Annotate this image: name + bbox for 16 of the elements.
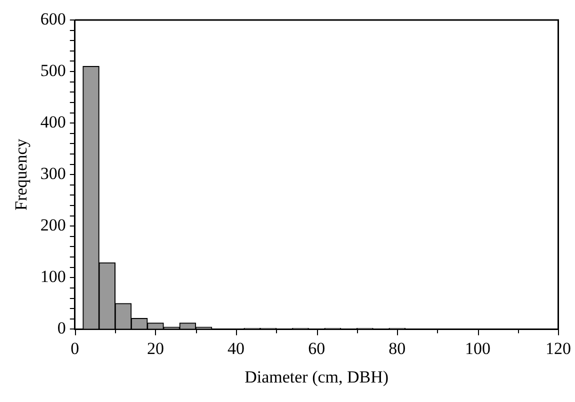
y-tick-label: 500	[40, 61, 66, 80]
x-axis-title: Diameter (cm, DBH)	[244, 367, 389, 386]
y-tick-label: 600	[40, 9, 66, 28]
y-tick-label: 100	[40, 267, 66, 286]
x-tick-label: 60	[308, 338, 326, 358]
y-tick-label: 0	[57, 318, 66, 338]
y-axis-title: Frequency	[12, 138, 31, 210]
x-tick-label: 20	[146, 338, 164, 358]
x-tick-label: 80	[388, 338, 406, 358]
x-tick-label: 120	[546, 338, 571, 358]
x-tick-label: 0	[70, 338, 80, 358]
x-tick-label: 100	[464, 338, 490, 358]
y-tick-label: 400	[40, 112, 66, 132]
x-tick-label: 40	[228, 338, 245, 358]
y-tick-label: 200	[40, 216, 66, 235]
y-tick-label: 300	[40, 164, 66, 184]
